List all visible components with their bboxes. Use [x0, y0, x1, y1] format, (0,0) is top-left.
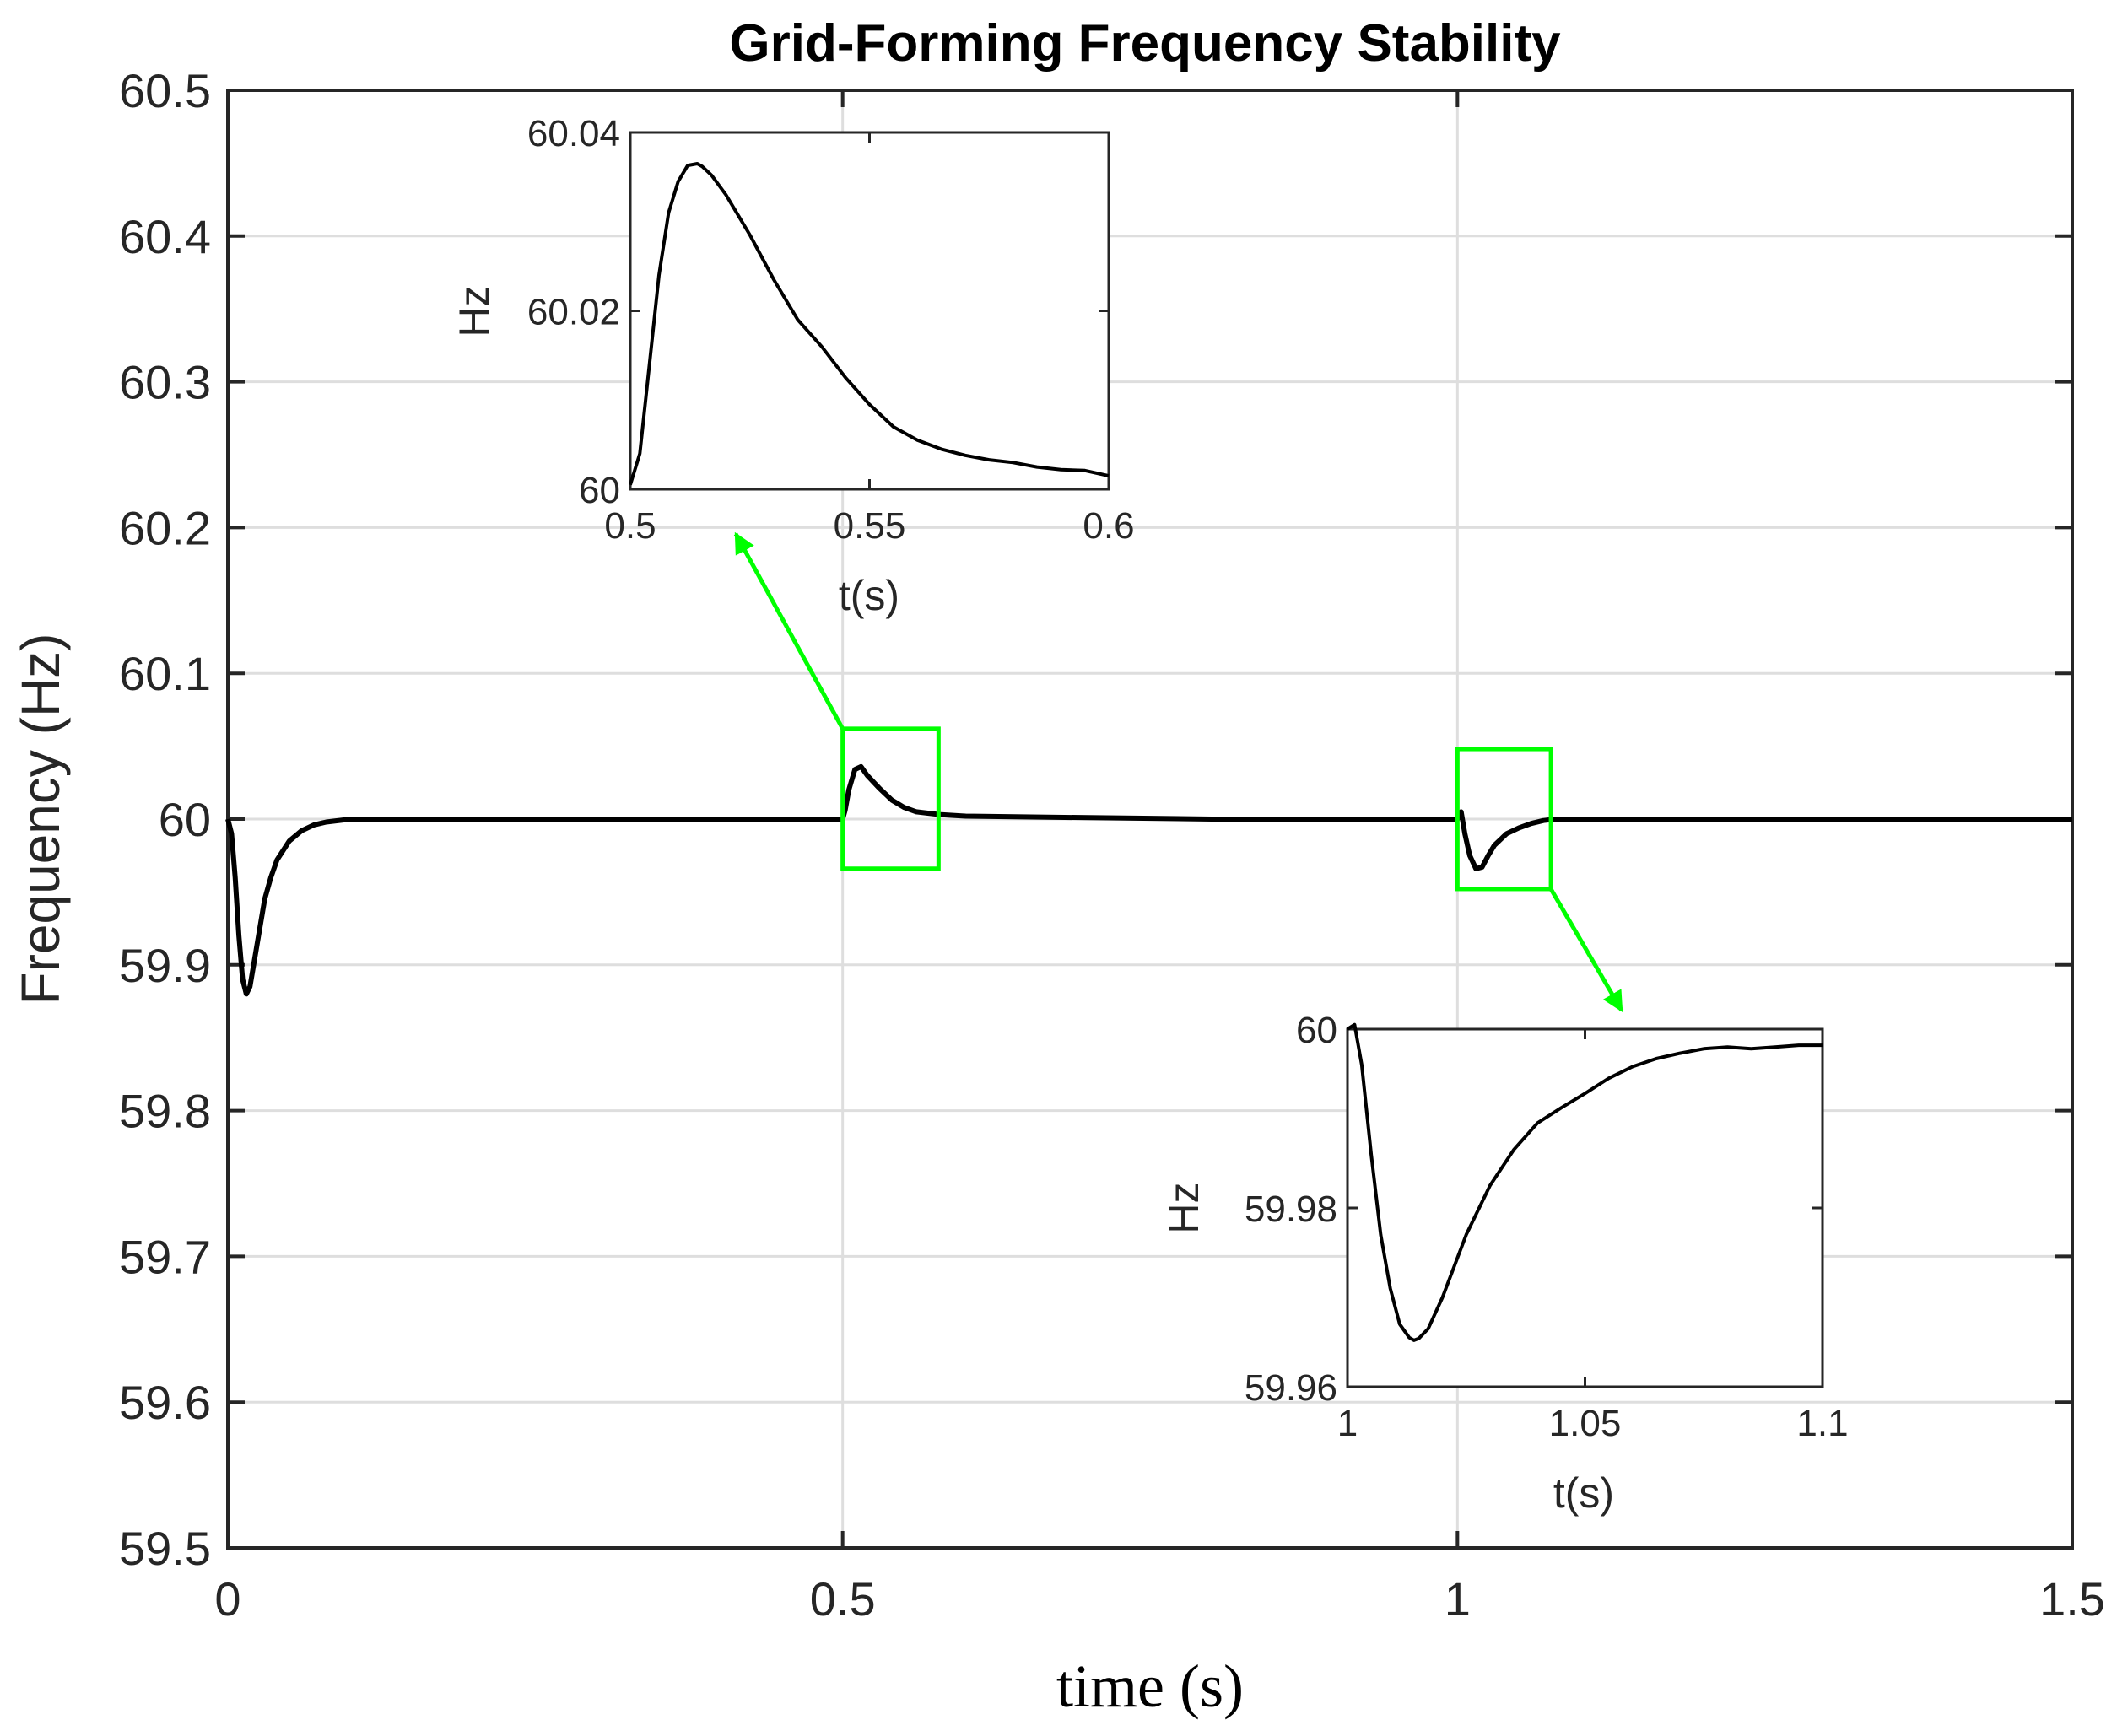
inset2-y-tick-label: 59.96: [1245, 1367, 1337, 1409]
inset2-x-tick-label: 1: [1337, 1403, 1358, 1444]
inset-2-ticks: [1346, 1027, 1824, 1388]
main-y-axis-label: Frequency (Hz): [10, 633, 71, 1005]
main-y-tick-label: 59.7: [119, 1230, 211, 1283]
inset1-x-tick-label: 0.6: [1083, 505, 1134, 547]
inset-1-x-axis-label: t(s): [839, 572, 899, 619]
main-x-axis-label: time (s): [1056, 1652, 1244, 1720]
zoom-arrow-1: [733, 531, 845, 731]
inset-2-frame: [1346, 1027, 1824, 1388]
zoom-box-1: [840, 726, 941, 871]
main-y-tick-label: 60: [159, 793, 211, 846]
inset-plot-1: 60 60.02 60.04 0.5 0.55 0.6 Hz t(s): [451, 113, 1135, 619]
inset-1-frame: [629, 131, 1110, 491]
inset-1-y-tick-labels: 60 60.02 60.04: [527, 113, 620, 511]
main-frequency-series-line: [225, 763, 2072, 997]
inset-plot-2: 59.96 59.98 60 1 1.05 1.1 Hz t(s): [1160, 1010, 1849, 1517]
zoom-annotations: [733, 531, 1624, 1013]
chart-title: Grid-Forming Frequency Stability: [729, 14, 1561, 73]
inset1-x-tick-label: 0.55: [834, 505, 906, 547]
main-x-tick-label: 1: [1445, 1572, 1471, 1625]
inset-2-y-tick-labels: 59.96 59.98 60: [1245, 1010, 1337, 1409]
main-x-tick-label: 0.5: [810, 1572, 876, 1625]
main-y-tick-label: 60.2: [119, 501, 211, 554]
main-y-tick-label: 59.8: [119, 1085, 211, 1138]
inset2-y-tick-label: 59.98: [1245, 1189, 1337, 1230]
main-y-tick-label: 60.1: [119, 647, 211, 700]
main-x-tick-labels: 0 0.5 1 1.5: [214, 1572, 2105, 1625]
main-x-tick-label: 1.5: [2039, 1572, 2105, 1625]
inset-1-y-axis-label: Hz: [451, 285, 498, 337]
main-y-tick-label: 59.5: [119, 1522, 211, 1575]
main-y-tick-label: 60.4: [119, 210, 211, 263]
inset-2-x-tick-labels: 1 1.05 1.1: [1337, 1403, 1849, 1444]
inset1-x-tick-label: 0.5: [604, 505, 656, 547]
inset2-x-tick-label: 1.1: [1796, 1403, 1848, 1444]
zoom-arrow-2: [1548, 887, 1624, 1013]
main-y-tick-label: 60.3: [119, 356, 211, 409]
inset1-y-tick-label: 60.04: [527, 113, 620, 154]
inset-1-series-line: [629, 162, 1110, 486]
inset-2-y-axis-label: Hz: [1160, 1182, 1207, 1233]
main-y-tick-label: 60.5: [119, 64, 211, 117]
inset2-x-tick-label: 1.05: [1549, 1403, 1622, 1444]
main-y-tick-label: 59.9: [119, 939, 211, 992]
main-x-tick-label: 0: [214, 1572, 240, 1625]
inset1-y-tick-label: 60.02: [527, 292, 620, 333]
inset-2-x-axis-label: t(s): [1553, 1469, 1614, 1517]
inset1-y-tick-label: 60: [579, 470, 620, 511]
inset2-y-tick-label: 60: [1296, 1010, 1337, 1051]
main-y-tick-labels: 59.5 59.6 59.7 59.8 59.9 60 60.1 60.2 60.3 60.4 60…: [119, 64, 211, 1575]
inset-1-x-tick-labels: 0.5 0.55 0.6: [604, 505, 1134, 547]
inset-1-ticks: [629, 131, 1110, 491]
main-y-tick-label: 59.6: [119, 1376, 211, 1429]
inset-2-series-line: [1346, 1022, 1823, 1342]
zoom-box-2: [1455, 747, 1553, 892]
